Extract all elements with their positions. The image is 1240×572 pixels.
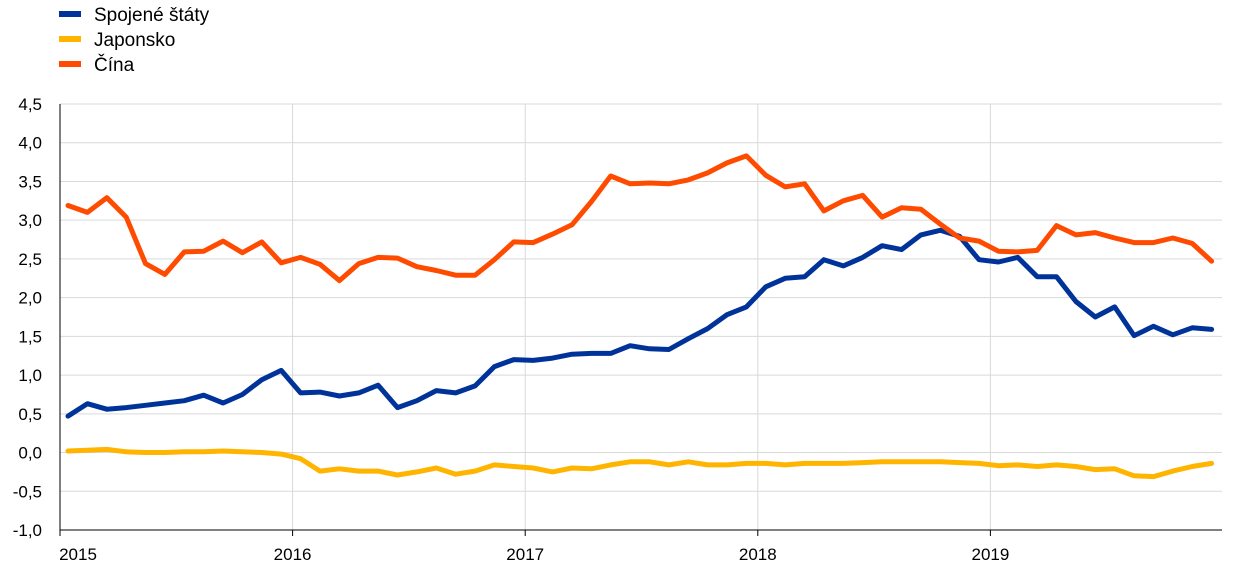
x-axis-ticks: 2015 2016 2017 2018 2019 xyxy=(59,530,1009,564)
y-tick-label: 0,5 xyxy=(18,405,42,424)
x-tick-label: 2015 xyxy=(59,545,97,564)
x-tick-label: 2018 xyxy=(739,545,777,564)
legend-label: Spojené štáty xyxy=(94,5,210,26)
y-axis-ticks: -1,0 -0,5 0,0 0,5 1,0 1,5 2,0 2,5 3,0 3,5 4,0 4,5 xyxy=(13,95,42,540)
legend-label: Čína xyxy=(94,54,135,76)
x-tick-label: 2017 xyxy=(506,545,544,564)
series-line-japonsko xyxy=(65,446,1215,480)
legend-swatch xyxy=(59,36,81,42)
legend-item-japonsko: Japonsko xyxy=(59,30,175,51)
legend-item-spojene-staty: Spojené štáty xyxy=(59,5,210,26)
x-tick-label: 2016 xyxy=(274,545,312,564)
grid xyxy=(60,103,1222,530)
y-tick-label: 1,5 xyxy=(18,327,42,346)
series-line-cina xyxy=(65,153,1215,284)
y-tick-label: 0,0 xyxy=(18,444,42,463)
axes xyxy=(59,104,1222,531)
legend-swatch xyxy=(59,11,81,17)
legend-label: Japonsko xyxy=(94,30,175,51)
y-tick-label: -0,5 xyxy=(13,482,42,501)
y-tick-label: 4,5 xyxy=(18,95,42,114)
y-tick-label: 3,0 xyxy=(18,211,42,230)
y-tick-label: -1,0 xyxy=(13,521,42,540)
y-tick-label: 4,0 xyxy=(18,134,42,153)
legend: Spojené štáty Japonsko Čína xyxy=(59,5,210,76)
y-tick-label: 2,5 xyxy=(18,250,42,269)
legend-item-cina: Čína xyxy=(59,54,135,76)
y-tick-label: 1,0 xyxy=(18,366,42,385)
y-tick-label: 3,5 xyxy=(18,172,42,191)
series-line-spojene-staty xyxy=(65,227,1215,419)
legend-swatch xyxy=(59,61,81,67)
y-tick-label: 2,0 xyxy=(18,289,42,308)
x-tick-label: 2019 xyxy=(971,545,1009,564)
series-lines xyxy=(65,153,1215,480)
